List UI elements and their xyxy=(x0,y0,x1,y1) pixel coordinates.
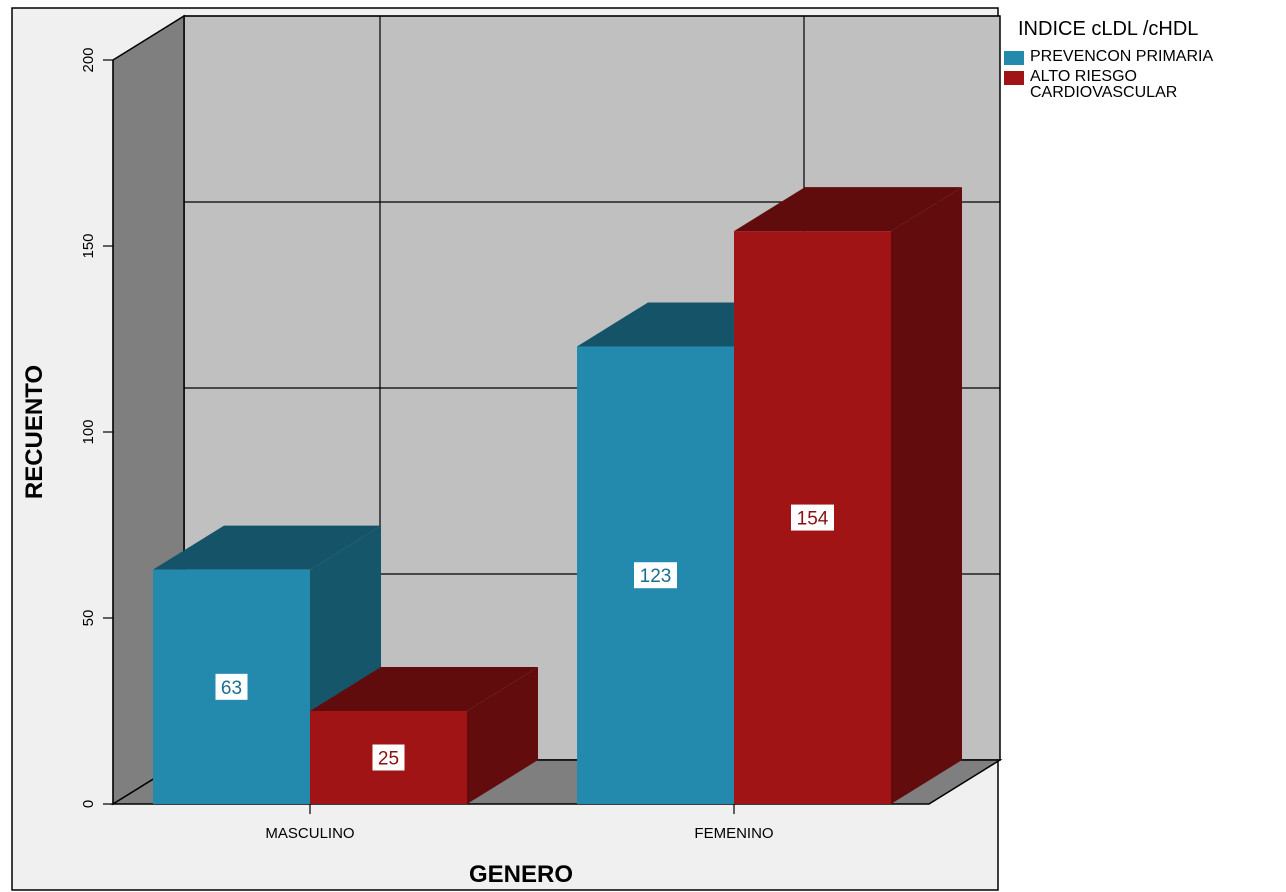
bar-alto-riesgo-masculino xyxy=(310,667,538,804)
bar-side xyxy=(891,187,962,804)
x-axis-title: GENERO xyxy=(469,861,573,888)
data-label-box xyxy=(372,744,405,771)
data-labels: 63 25 123 154 xyxy=(215,504,834,771)
legend-label-alto-riesgo: ALTO RIESGO CARDIOVASCULAR xyxy=(1030,68,1178,101)
y-tick-label-0: 0 xyxy=(80,800,97,808)
legend-item-alto-riesgo: ALTO RIESGO CARDIOVASCULAR xyxy=(1004,69,1284,101)
y-tick-label-200: 200 xyxy=(80,47,97,72)
data-label-text: 63 xyxy=(221,678,242,699)
y-tick-label-150: 150 xyxy=(80,233,97,258)
legend-title: INDICE cLDL /cHDL xyxy=(1018,18,1199,40)
data-label-alto-riesgo-masculino: 25 xyxy=(372,744,405,771)
bar-top xyxy=(310,667,538,711)
y-tick-label-50: 50 xyxy=(80,610,97,627)
data-label-text: 154 xyxy=(797,509,829,530)
data-label-prevencion-femenino: 123 xyxy=(634,562,677,589)
bar-top xyxy=(734,187,962,232)
data-label-prevencion-masculino: 63 xyxy=(215,673,248,700)
y-axis-title: RECUENTO xyxy=(21,365,48,499)
legend-label-prevencion: PREVENCON PRIMARIA xyxy=(1030,48,1214,65)
x-tick-label-masculino: MASCULINO xyxy=(265,825,354,842)
data-label-box xyxy=(634,562,677,589)
bar-top xyxy=(153,525,381,570)
data-label-text: 25 xyxy=(378,749,399,770)
bar-side xyxy=(467,667,538,804)
data-label-text: 123 xyxy=(640,566,672,587)
bar-prevencion-masculino xyxy=(153,525,381,804)
data-label-alto-riesgo-femenino: 154 xyxy=(791,504,834,531)
legend-item-prevencion: PREVENCON PRIMARIA xyxy=(1004,49,1284,65)
data-label-box xyxy=(215,673,248,700)
y-tick-label-100: 100 xyxy=(80,419,97,444)
data-label-box xyxy=(791,504,834,531)
bars xyxy=(153,187,962,804)
legend-swatch-prevencion xyxy=(1004,51,1024,65)
legend: INDICE cLDL /cHDL PREVENCON PRIMARIA ALT… xyxy=(1004,18,1284,105)
legend-swatch-alto-riesgo xyxy=(1004,71,1024,85)
x-tick-label-femenino: FEMENINO xyxy=(694,825,773,842)
bar-alto-riesgo-femenino xyxy=(734,187,962,804)
